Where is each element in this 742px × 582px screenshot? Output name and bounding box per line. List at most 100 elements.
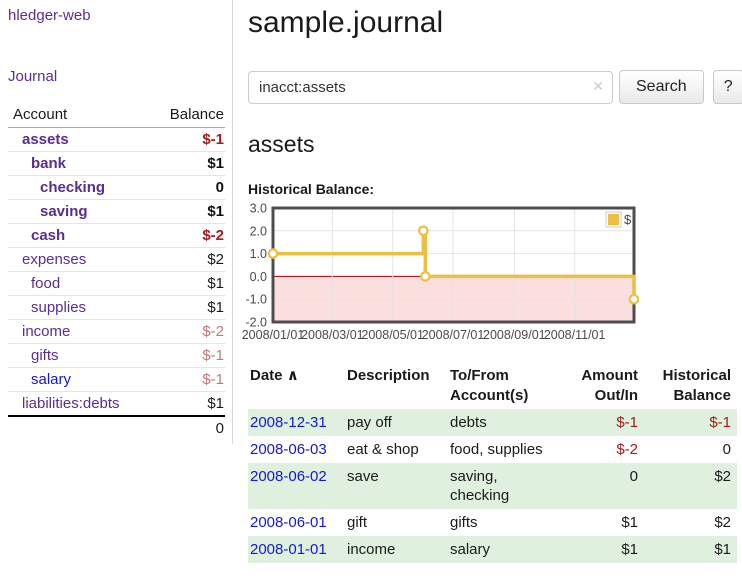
svg-text:-1.0: -1.0: [245, 293, 267, 307]
register-header-row: Date ∧ Description To/From Account(s) Am…: [248, 363, 737, 409]
account-balance: $1: [148, 151, 225, 176]
register-header-date[interactable]: Date ∧: [250, 367, 299, 384]
account-row: salary $-1: [8, 367, 225, 392]
account-link[interactable]: liabilities:debts: [22, 395, 120, 412]
account-name-cell: liabilities:debts: [8, 391, 149, 416]
svg-text:2008/03/01: 2008/03/01: [301, 328, 364, 342]
balance-line-chart: $3.0 2.0 1.0 0.0 -1.0 -2.02008/01/012008/03/0…: [242, 202, 640, 342]
account-balance: $-2: [148, 223, 225, 248]
accounts-total-balance: 0: [148, 415, 225, 440]
transaction-row: 2008-06-03 eat & shop food, supplies $-2…: [248, 436, 737, 463]
register-header-description: Description: [347, 367, 430, 384]
account-name-cell: bank: [8, 151, 149, 176]
account-link[interactable]: checking: [40, 179, 106, 196]
transaction-row: 2008-06-02 save saving, checking 0 $2: [248, 463, 737, 509]
account-row: food $1: [8, 271, 225, 296]
accounts-table: Account Balance assets $-1 bank $1 check…: [8, 104, 225, 440]
account-link[interactable]: cash: [31, 227, 66, 244]
account-name-cell: assets: [8, 128, 149, 152]
account-row: saving $1: [8, 199, 225, 224]
account-link[interactable]: supplies: [31, 299, 87, 316]
account-link[interactable]: bank: [31, 155, 67, 172]
chart-title: Historical Balance:: [248, 181, 375, 197]
transaction-balance: $2: [714, 514, 731, 531]
account-link[interactable]: assets: [22, 131, 69, 148]
transaction-accounts: food, supplies: [450, 441, 543, 458]
account-name-cell: food: [8, 271, 149, 296]
account-link[interactable]: expenses: [22, 251, 87, 268]
account-name-cell: income: [8, 319, 149, 344]
transaction-date-link[interactable]: 2008-06-02: [250, 468, 327, 485]
register-header-amount: Amount Out/In: [581, 367, 638, 404]
account-balance: $2: [148, 247, 225, 272]
account-balance: $-1: [148, 343, 225, 368]
transaction-row: 2008-01-01 income salary $1 $1: [248, 536, 737, 563]
transaction-description: eat & shop: [347, 441, 419, 458]
transaction-date-link[interactable]: 2008-12-31: [250, 414, 327, 431]
app-title-link[interactable]: hledger-web: [8, 7, 91, 24]
clear-search-icon[interactable]: ✕: [592, 77, 604, 94]
account-name-cell: cash: [8, 223, 149, 248]
account-balance: $1: [148, 199, 225, 224]
search-input-wrap: ✕: [248, 70, 613, 104]
svg-text:$: $: [624, 212, 632, 227]
account-link[interactable]: gifts: [31, 347, 59, 364]
svg-text:-2.0: -2.0: [245, 316, 267, 330]
sidebar: hledger-web Journal Account Balance asse…: [0, 0, 233, 444]
sidebar-item-journal[interactable]: Journal: [8, 68, 58, 85]
account-row: liabilities:debts $1: [8, 391, 225, 416]
svg-text:2008/01/01: 2008/01/01: [242, 328, 305, 342]
transaction-date-link[interactable]: 2008-06-01: [250, 514, 327, 531]
account-row: expenses $2: [8, 247, 225, 272]
transaction-description: income: [347, 541, 396, 558]
accounts-table-header-row: Account Balance: [8, 104, 225, 128]
account-link[interactable]: food: [31, 275, 61, 292]
transaction-date-link[interactable]: 2008-06-03: [250, 441, 327, 458]
search-input[interactable]: [248, 70, 613, 104]
account-link[interactable]: saving: [40, 203, 88, 220]
account-name-cell: saving: [8, 199, 149, 224]
accounts-total-spacer: [8, 415, 149, 440]
svg-text:2.0: 2.0: [250, 224, 267, 238]
transaction-amount: $-2: [616, 441, 638, 458]
account-name-cell: supplies: [8, 295, 149, 320]
search-form: ✕ Search ?: [248, 70, 742, 104]
account-name-cell: salary: [8, 367, 149, 392]
account-link[interactable]: salary: [31, 371, 72, 388]
account-balance: $-2: [148, 319, 225, 344]
accounts-total-row: 0: [8, 415, 225, 440]
register-table: Date ∧ Description To/From Account(s) Am…: [248, 363, 737, 563]
svg-text:2008/11/01: 2008/11/01: [544, 328, 606, 342]
register-header-accounts: To/From Account(s): [450, 367, 529, 404]
transaction-accounts: salary: [450, 541, 491, 558]
transaction-amount: $-1: [616, 414, 638, 431]
account-row: cash $-2: [8, 223, 225, 248]
svg-text:2008/09/01: 2008/09/01: [483, 328, 546, 342]
transaction-amount: $1: [621, 541, 638, 558]
account-balance: $-1: [148, 367, 225, 392]
transaction-amount: 0: [629, 468, 638, 485]
transaction-row: 2008-12-31 pay off debts $-1 $-1: [248, 409, 737, 436]
transaction-balance: $-1: [709, 414, 731, 431]
sort-asc-icon: ∧: [286, 367, 299, 384]
account-name-cell: checking: [8, 175, 149, 200]
search-button[interactable]: Search: [619, 70, 704, 104]
main-content: sample.journal ✕ Search ? assets Histori…: [233, 0, 742, 563]
transaction-accounts: saving, checking: [450, 468, 510, 504]
account-row: assets $-1: [8, 128, 225, 152]
account-link[interactable]: income: [22, 323, 71, 340]
transaction-date-cell: 2008-01-01: [248, 536, 345, 563]
help-button[interactable]: ?: [712, 70, 742, 104]
accounts-header-account: Account: [8, 104, 149, 128]
transaction-balance: $2: [714, 468, 731, 485]
account-name-cell: gifts: [8, 343, 149, 368]
account-balance: $1: [148, 295, 225, 320]
transaction-date-link[interactable]: 2008-01-01: [250, 541, 327, 558]
svg-text:1.0: 1.0: [250, 247, 267, 261]
svg-text:2008/05/01: 2008/05/01: [361, 328, 424, 342]
transaction-description: save: [347, 468, 379, 485]
register-account-heading: assets: [248, 131, 315, 157]
transaction-balance: 0: [722, 441, 731, 458]
account-balance: $1: [148, 271, 225, 296]
transaction-date-cell: 2008-12-31: [248, 409, 345, 436]
